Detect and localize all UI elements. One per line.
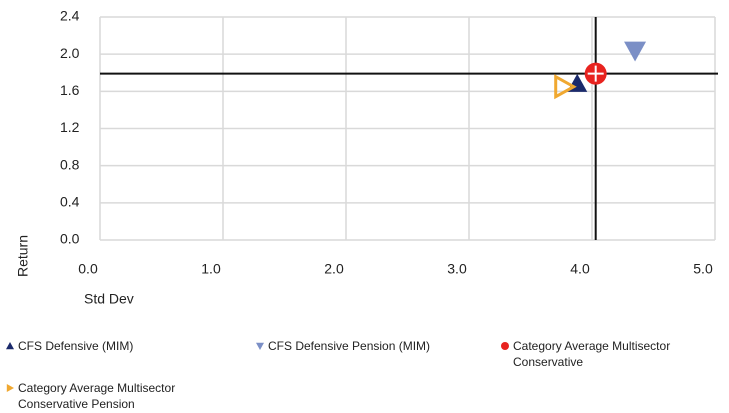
y-tick-label: 1.6 — [60, 82, 80, 98]
y-tick-label: 2.0 — [60, 45, 80, 61]
legend-label: CFS Defensive (MIM) — [18, 339, 134, 353]
y-tick-label: 0.4 — [60, 194, 80, 210]
legend-item: CFS Defensive Pension (MIM) — [255, 338, 448, 354]
legend-item: Category Average Multisector Conservativ… — [500, 338, 693, 370]
y-axis-title: Return — [15, 235, 31, 277]
x-tick-label: 5.0 — [693, 261, 713, 277]
x-tick-label: 2.0 — [324, 261, 344, 277]
legend-item: Category Average Multisector Conservativ… — [5, 380, 198, 412]
legend-marker — [501, 342, 509, 350]
x-tick-label: 3.0 — [447, 261, 467, 277]
chart: Std Dev Return 0.0 0.4 0.8 1.2 1.6 2.0 2.4 0.0 1… — [15, 8, 718, 307]
marker — [554, 74, 577, 100]
y-tick-label: 2.4 — [60, 8, 80, 24]
marker-cross — [587, 65, 604, 82]
y-tick-label: 0.0 — [60, 231, 80, 247]
legend-marker — [256, 342, 264, 350]
marker — [6, 342, 14, 350]
legend-marker — [6, 384, 14, 392]
x-tick-label: 1.0 — [201, 261, 221, 277]
x-axis-title: Std Dev — [84, 291, 134, 307]
marker — [256, 342, 264, 350]
legend-label: CFS Defensive Pension (MIM) — [268, 339, 431, 353]
legend-item: CFS Defensive (MIM) — [5, 338, 198, 354]
legend-label: Category Average Multisector Conservativ… — [513, 339, 671, 369]
legend-marker — [6, 342, 14, 350]
marker — [6, 384, 14, 392]
legend-label: Category Average Multisector Conservativ… — [18, 381, 176, 411]
x-tick-label: 0.0 — [78, 261, 98, 277]
x-tick-label: 4.0 — [570, 261, 590, 277]
y-tick-label: 0.8 — [60, 156, 80, 172]
legend: CFS Defensive (MIM) CFS Defensive Pension… — [0, 330, 729, 413]
y-tick-label: 1.2 — [60, 119, 80, 135]
marker — [624, 41, 647, 62]
marker — [501, 342, 509, 350]
